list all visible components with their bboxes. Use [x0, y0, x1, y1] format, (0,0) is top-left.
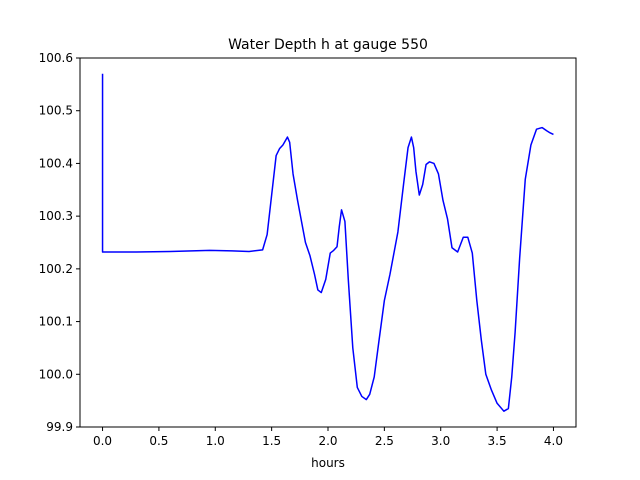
y-tick-label: 100.6	[39, 51, 73, 65]
x-tick-label: 1.0	[206, 434, 225, 448]
y-tick-label: 100.2	[39, 262, 73, 276]
chart-title: Water Depth h at gauge 550	[228, 37, 428, 53]
y-tick-label: 100.0	[39, 367, 73, 381]
series-line	[101, 73, 554, 412]
y-tick-label: 100.4	[39, 156, 73, 170]
x-tick-label: 3.5	[488, 434, 507, 448]
x-axis: 0.0 0.5 1.0 1.5 2.0 2.5 3.0 3.5 4.0	[93, 427, 563, 448]
x-tick-label: 1.5	[262, 434, 281, 448]
x-tick-label: 0.5	[149, 434, 168, 448]
x-tick-label: 3.0	[431, 434, 450, 448]
x-axis-label: hours	[311, 456, 345, 470]
x-tick-label: 0.0	[93, 434, 112, 448]
x-tick-label: 2.0	[318, 434, 337, 448]
x-tick-label: 4.0	[544, 434, 563, 448]
y-tick-label: 99.9	[46, 420, 73, 434]
x-tick-label: 2.5	[375, 434, 394, 448]
y-axis: 99.9 100.0 100.1 100.2 100.3 100.4 100.5 100.6	[39, 51, 80, 434]
y-tick-label: 100.5	[39, 104, 73, 118]
y-tick-label: 100.1	[39, 315, 73, 329]
y-tick-label: 100.3	[39, 209, 73, 223]
plot-area	[101, 73, 554, 412]
